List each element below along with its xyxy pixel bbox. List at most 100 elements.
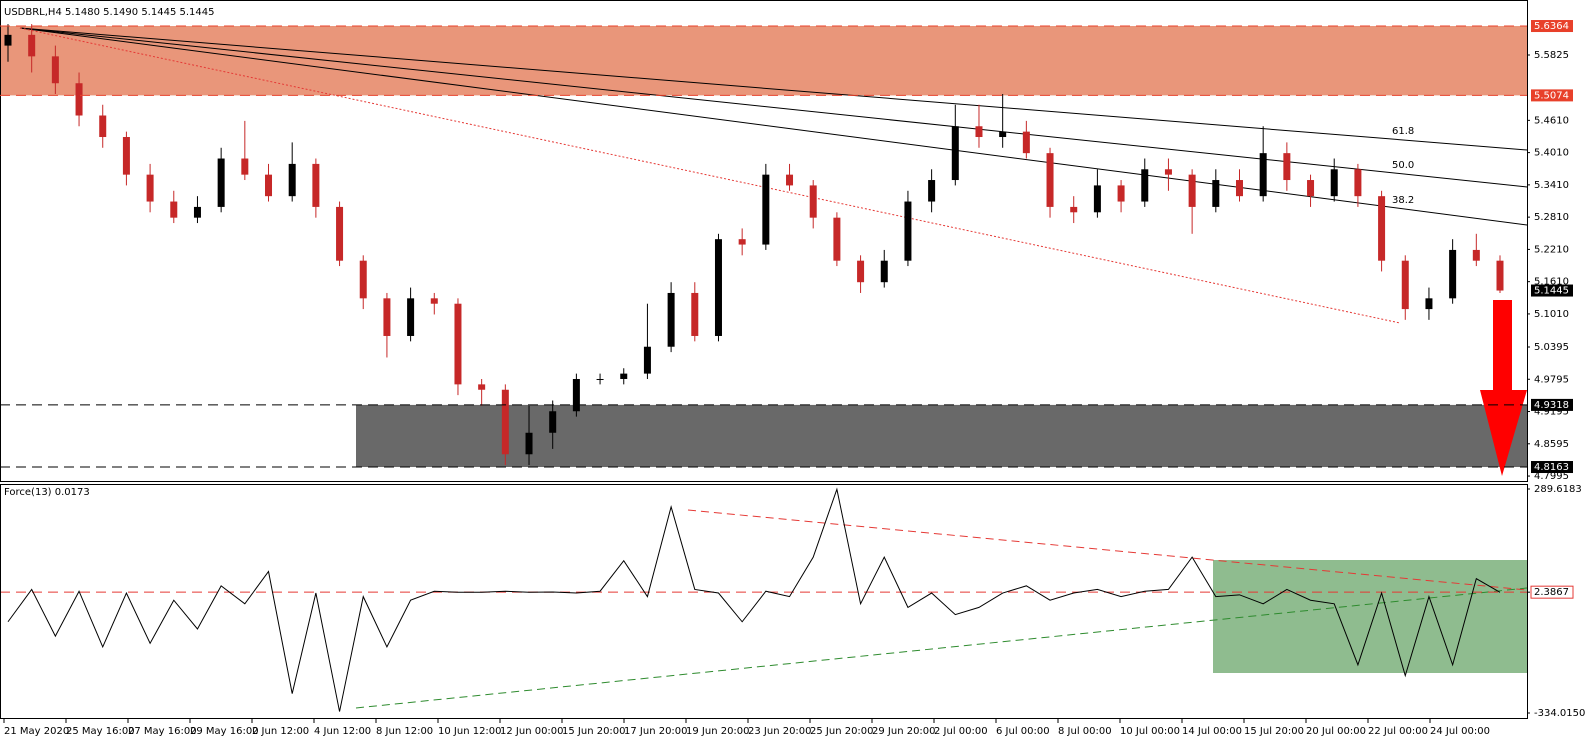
candle-body — [951, 126, 959, 181]
fan-line — [19, 27, 1528, 226]
candle-body — [667, 292, 675, 347]
candle-body — [999, 131, 1007, 138]
candle-body — [1046, 153, 1054, 207]
candle-body — [786, 174, 794, 186]
x-tick-label: 25 Jun 20:00 — [810, 726, 874, 737]
candle-body — [501, 389, 509, 455]
candle-body — [1093, 185, 1101, 213]
x-tick-label: 27 May 16:00 — [128, 726, 197, 737]
level-label: 5.5074 — [1534, 90, 1569, 101]
level-box — [1531, 284, 1573, 297]
y-tick-label: 4.8595 — [1534, 439, 1569, 450]
y-tick-label: 5.2810 — [1534, 212, 1569, 223]
x-tick-label: 4 Jun 12:00 — [314, 726, 371, 737]
x-tick-label: 19 Jun 20:00 — [686, 726, 750, 737]
candle-body — [975, 126, 983, 138]
trend-line — [19, 27, 1401, 324]
force-frame — [0, 484, 1528, 719]
fib-label: 38.2 — [1392, 195, 1414, 206]
force-zone — [1213, 560, 1527, 673]
candle-body — [1235, 180, 1243, 197]
candle-body — [549, 411, 557, 433]
y-tick-label: 289.6183 — [1534, 484, 1582, 495]
x-tick-label: 8 Jul 00:00 — [1058, 726, 1112, 737]
candle-body — [241, 158, 249, 175]
candle-body — [1212, 180, 1220, 207]
candle-body — [833, 217, 841, 261]
candle-body — [572, 378, 580, 412]
candle-body — [407, 298, 415, 336]
x-tick-label: 2 Jul 00:00 — [934, 726, 988, 737]
candle-body — [691, 292, 699, 336]
candle-body — [525, 432, 533, 455]
candle-body — [643, 346, 651, 374]
x-tick-label: 17 Jun 20:00 — [624, 726, 688, 737]
level-box — [1531, 398, 1573, 411]
candle-body — [857, 260, 865, 283]
candle-body — [596, 378, 604, 380]
y-tick-label: 5.1610 — [1534, 277, 1569, 288]
candle-body — [4, 34, 12, 46]
level-box — [1531, 20, 1573, 33]
candle-body — [880, 260, 888, 283]
candle-body — [146, 174, 154, 202]
force-line — [7, 487, 1501, 712]
y-tick-label: 5.4610 — [1534, 115, 1569, 126]
y-tick-label: 5.3410 — [1534, 180, 1569, 191]
x-tick-label: 25 May 16:00 — [66, 726, 135, 737]
y-tick-label: 5.4010 — [1534, 148, 1569, 159]
candle-body — [454, 303, 462, 385]
y-tick-label: -334.0150 — [1534, 708, 1585, 719]
candle-body — [122, 137, 130, 175]
force-title: Force(13) 0.0173 — [4, 487, 90, 498]
level-box — [1531, 461, 1573, 474]
candle-body — [1188, 174, 1196, 207]
fib-label: 50.0 — [1392, 160, 1414, 171]
x-tick-label: 24 Jul 00:00 — [1430, 726, 1490, 737]
candle-body — [1496, 260, 1504, 291]
candle-body — [265, 174, 273, 197]
x-tick-label: 29 May 16:00 — [190, 726, 259, 737]
arrow — [1480, 300, 1527, 476]
candle-body — [288, 163, 296, 197]
candle-body — [1070, 206, 1078, 213]
candle-body — [1307, 180, 1315, 197]
zone — [0, 26, 1527, 96]
candle-body — [1117, 185, 1125, 202]
level-box — [1530, 585, 1574, 599]
y-tick-label: 4.9195 — [1534, 407, 1569, 418]
candle-body — [904, 201, 912, 261]
candle-body — [714, 239, 722, 336]
candles — [4, 24, 1504, 466]
candle-body — [1449, 249, 1457, 299]
force-trend — [687, 509, 1528, 591]
fan-line — [19, 27, 1528, 151]
level-box — [1531, 89, 1573, 102]
force-panel: 289.6183 2.3867 -334.0150 — [0, 484, 1585, 719]
x-tick-label: 22 Jul 00:00 — [1368, 726, 1428, 737]
candle-body — [430, 298, 438, 304]
candle-body — [75, 83, 83, 116]
candle-body — [1472, 249, 1480, 261]
y-tick-label: 5.2210 — [1534, 244, 1569, 255]
x-tick-label: 21 May 2020 — [4, 726, 69, 737]
candle-body — [28, 34, 36, 57]
x-tick-label: 14 Jul 00:00 — [1182, 726, 1242, 737]
level-label: 4.8163 — [1534, 462, 1569, 473]
y-tick-label: 5.1010 — [1534, 309, 1569, 320]
candle-body — [170, 201, 178, 218]
x-tick-label: 20 Jul 00:00 — [1306, 726, 1366, 737]
candle-body — [1259, 153, 1267, 197]
candle-body — [1164, 169, 1172, 175]
candle-body — [478, 384, 486, 390]
candle-body — [336, 206, 344, 261]
candle-body — [1283, 153, 1291, 181]
candle-body — [359, 260, 367, 299]
level-label: 5.6364 — [1534, 21, 1569, 32]
x-tick-label: 6 Jul 00:00 — [996, 726, 1050, 737]
candle-body — [99, 115, 107, 138]
candle-body — [1354, 169, 1362, 197]
level-label: 5.1445 — [1534, 286, 1569, 297]
